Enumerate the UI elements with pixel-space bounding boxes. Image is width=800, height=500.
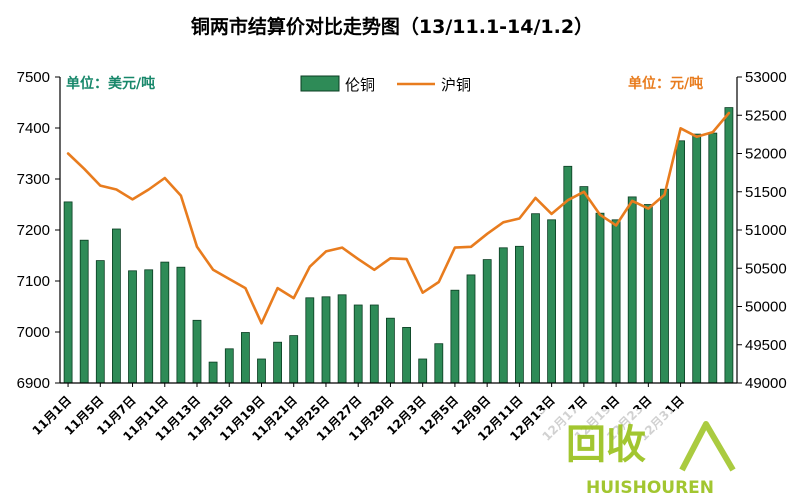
watermark-box [541,409,674,475]
bar-lun-copper [240,332,250,384]
bar-lun-copper [144,269,154,384]
bar-lun-copper [176,266,186,384]
bar-lun-copper [434,343,444,384]
right-tick-label: 49000 [745,375,787,392]
bar-lun-copper [192,319,202,384]
right-tick-label: 52000 [745,146,787,163]
left-axis-ticks: 6900 7000 7100 7200 7300 7400 7500 [17,69,60,392]
right-tick-label: 51500 [745,184,787,201]
bar-lun-copper [289,335,299,384]
left-tick-label: 6900 [17,375,50,392]
right-tick-label: 50000 [745,299,787,316]
bar-lun-copper [273,341,283,384]
bar-lun-copper [724,107,734,384]
bar-lun-copper [208,361,218,384]
bar-lun-copper [402,326,412,384]
bar-lun-copper [498,247,508,384]
bar-lun-copper [95,260,105,384]
right-tick-label: 52500 [745,107,787,124]
bar-lun-copper [627,196,637,384]
watermark-sub-text: HUISHOUREN [586,478,714,498]
left-tick-label: 7000 [17,324,50,341]
bar-lun-copper [466,274,476,384]
right-tick-label: 49500 [745,337,787,354]
left-tick-label: 7400 [17,120,50,137]
line-series-hu-copper [66,111,731,325]
bar-lun-copper [305,297,315,384]
bar-lun-copper [128,270,137,384]
left-tick-label: 7500 [17,69,50,86]
right-tick-label: 51000 [745,222,787,239]
bar-lun-copper [531,213,540,384]
left-tick-label: 7100 [17,273,50,290]
bar-lun-copper [579,186,589,384]
bar-lun-copper [515,245,524,384]
watermark-main-text: 回收 [566,422,646,468]
left-axis-unit: 单位：美元/吨 [66,75,155,92]
bar-lun-copper [79,239,89,384]
bar-lun-copper [160,261,170,384]
bar-lun-copper [643,204,653,384]
bar-lun-copper [708,132,718,384]
bar-series-lun-copper [63,107,734,384]
right-axis-ticks: 49000 49500 50000 50500 51000 51500 52000 52500… [737,69,787,392]
watermark: 回收 HUISHOUREN [541,409,736,498]
legend-swatch-lun-copper [300,75,340,92]
left-tick-label: 7200 [17,222,50,239]
bar-lun-copper [692,133,702,384]
bar-lun-copper [547,219,556,384]
bar-lun-copper [676,140,685,384]
chart-title: 铜两市结算价对比走势图（13/11.1-14/1.2） [191,15,593,38]
bar-lun-copper [385,317,395,384]
watermark-leaf-icon [679,421,736,472]
bar-lun-copper [63,201,73,384]
bar-lun-copper [224,348,234,384]
bar-lun-copper [611,219,621,384]
bar-lun-copper [321,296,331,384]
bar-lun-copper [369,304,379,384]
bar-lun-copper [112,228,121,384]
bar-lun-copper [660,188,669,384]
bar-lun-copper [482,259,492,384]
legend-label-hu-copper: 沪铜 [441,76,471,94]
right-tick-label: 50500 [745,260,787,277]
bar-lun-copper [353,304,363,384]
bar-lun-copper [450,289,460,384]
bar-lun-copper [337,294,347,384]
right-axis-unit: 单位：元/吨 [628,75,703,92]
left-tick-label: 7300 [17,171,50,188]
bar-lun-copper [257,358,266,384]
right-tick-label: 53000 [745,69,787,86]
legend-label-lun-copper: 伦铜 [345,76,375,94]
legend: 伦铜 沪铜 [300,75,471,94]
line-hu-copper [66,111,731,325]
bar-lun-copper [595,212,605,384]
bar-lun-copper [418,358,428,384]
